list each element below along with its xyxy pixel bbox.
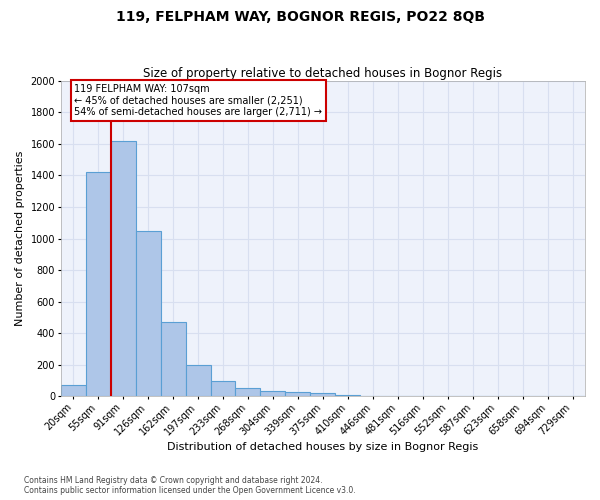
Title: Size of property relative to detached houses in Bognor Regis: Size of property relative to detached ho… [143,66,502,80]
Bar [335,395,361,396]
Bar [161,322,185,396]
Text: 119 FELPHAM WAY: 107sqm
← 45% of detached houses are smaller (2,251)
54% of semi: 119 FELPHAM WAY: 107sqm ← 45% of detache… [74,84,322,117]
Bar [286,392,310,396]
X-axis label: Distribution of detached houses by size in Bognor Regis: Distribution of detached houses by size … [167,442,478,452]
Text: 119, FELPHAM WAY, BOGNOR REGIS, PO22 8QB: 119, FELPHAM WAY, BOGNOR REGIS, PO22 8QB [115,10,485,24]
Bar [235,388,260,396]
Bar [61,384,86,396]
Y-axis label: Number of detached properties: Number of detached properties [15,151,25,326]
Bar [136,230,161,396]
Bar [310,393,335,396]
Bar [260,391,286,396]
Bar [110,140,136,396]
Bar [185,365,211,396]
Bar [86,172,110,396]
Bar [211,380,235,396]
Text: Contains HM Land Registry data © Crown copyright and database right 2024.
Contai: Contains HM Land Registry data © Crown c… [24,476,356,495]
